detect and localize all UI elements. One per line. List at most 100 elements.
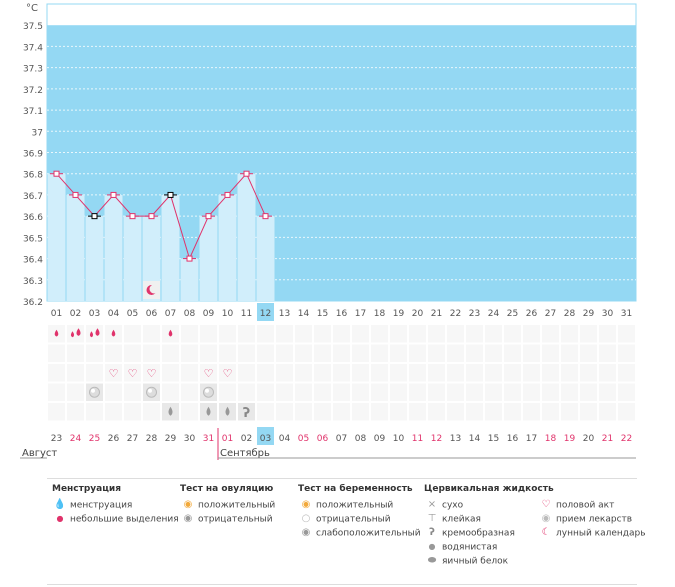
event-cell <box>142 343 161 363</box>
event-cell <box>123 363 142 383</box>
date-label: 10 <box>393 434 405 444</box>
legend-pregnancy-item: отрицательный <box>316 514 391 525</box>
pregnancy-test-shine <box>148 388 152 393</box>
event-cell <box>484 343 503 363</box>
chart-legend: Менструация 💧 менструация ● небольшие выде… <box>0 478 675 587</box>
legend-pregnancy: Тест на беременность ◉ положительный ○ отр… <box>298 484 421 540</box>
event-cell <box>579 382 598 402</box>
temperature-point <box>129 213 136 220</box>
event-cell <box>313 402 332 422</box>
moon-icon-shadow <box>149 284 159 294</box>
event-cell <box>104 363 123 383</box>
y-tick-label: 36.6 <box>23 213 43 223</box>
temperature-bar <box>47 173 66 301</box>
date-label: 23 <box>51 434 62 444</box>
date-label: 19 <box>564 434 576 444</box>
temperature-point <box>167 191 174 198</box>
month-label: Август <box>22 448 57 459</box>
temperature-point <box>186 255 193 262</box>
legend-menstruation-item: небольшие выделения <box>70 514 179 525</box>
date-label: 01 <box>222 434 233 444</box>
y-tick-label: 37.4 <box>23 43 43 53</box>
event-cell <box>66 363 85 383</box>
legend-cervical-title: Цервикальная жидкость <box>424 484 554 494</box>
temperature-point <box>91 213 98 220</box>
temperature-bar <box>85 216 104 301</box>
event-cell <box>104 402 123 422</box>
event-cell <box>484 363 503 383</box>
event-cell <box>427 343 446 363</box>
current-day-highlight <box>257 303 274 321</box>
event-cell <box>598 402 617 422</box>
cycle-day-label: 05 <box>127 309 138 319</box>
legend-other-item: лунный календарь <box>556 528 646 539</box>
temperature-bar <box>66 194 85 301</box>
y-tick-label: 36.8 <box>23 171 43 181</box>
legend-bottom-rule <box>47 584 637 585</box>
event-cell <box>560 343 579 363</box>
legend-other: ♡ половой акт ◉ прием лекарств ☾ лунный кал… <box>538 484 646 540</box>
event-cell <box>617 363 636 383</box>
cycle-day-label: 16 <box>336 309 348 319</box>
drop-heavy-icon <box>95 328 100 336</box>
event-cell <box>408 343 427 363</box>
drop-heavy-icon <box>89 331 94 338</box>
event-cell <box>294 363 313 383</box>
event-cell <box>598 363 617 383</box>
event-cell <box>123 382 142 402</box>
legend-pregnancy-title: Тест на беременность <box>298 484 413 494</box>
pregnancy-test-shine <box>205 388 209 393</box>
event-cell <box>66 382 85 402</box>
event-cell <box>579 402 598 422</box>
temperature-point <box>205 213 212 220</box>
event-cell <box>579 324 598 344</box>
pregnancy-test-icon <box>89 386 100 398</box>
temperature-bar <box>161 194 180 301</box>
cycle-day-label: 03 <box>89 309 100 319</box>
date-label: 25 <box>89 434 100 444</box>
event-cell <box>313 382 332 402</box>
event-cell <box>180 402 199 422</box>
event-cell <box>66 343 85 363</box>
drop-light-icon <box>54 329 59 337</box>
date-label: 22 <box>621 434 632 444</box>
event-cell <box>85 363 104 383</box>
event-cell <box>218 382 237 402</box>
event-cell <box>123 402 142 422</box>
event-cell <box>427 363 446 383</box>
event-cell <box>294 402 313 422</box>
date-label: 03 <box>260 434 271 444</box>
event-cell <box>465 324 484 344</box>
cycle-day-label: 29 <box>583 309 595 319</box>
event-cell <box>123 343 142 363</box>
cycle-day-label: 10 <box>222 309 234 319</box>
cycle-day-label: 20 <box>412 309 424 319</box>
event-cell <box>427 382 446 402</box>
heart-icon: ♡ <box>109 367 119 380</box>
legend-cervical-item: водянистая <box>442 542 498 553</box>
event-cell <box>180 363 199 383</box>
event-cell <box>66 402 85 422</box>
y-tick-label: 37.5 <box>23 22 43 32</box>
legend-pregnancy-item: положительный <box>316 500 394 511</box>
cycle-day-label: 11 <box>241 309 252 319</box>
event-cell <box>427 324 446 344</box>
y-tick-label: 36.3 <box>23 277 43 287</box>
event-cell <box>617 382 636 402</box>
event-cell <box>408 363 427 383</box>
drop-light-icon <box>111 329 116 337</box>
pregnancy-test-icon <box>146 386 157 398</box>
creamy-icon: ʔ <box>429 527 435 538</box>
temperature-bar <box>218 194 237 301</box>
temperature-bar <box>180 258 199 301</box>
drop-light-icon <box>168 329 173 337</box>
moon-icon: ☾ <box>541 527 551 538</box>
y-tick-label: 37.2 <box>23 86 43 96</box>
pregnancy-test-shine <box>91 388 95 393</box>
event-cell <box>617 343 636 363</box>
date-label: 12 <box>431 434 442 444</box>
event-cell <box>256 324 275 344</box>
event-cell <box>389 343 408 363</box>
cycle-day-label: 17 <box>355 309 366 319</box>
event-cell <box>47 343 66 363</box>
